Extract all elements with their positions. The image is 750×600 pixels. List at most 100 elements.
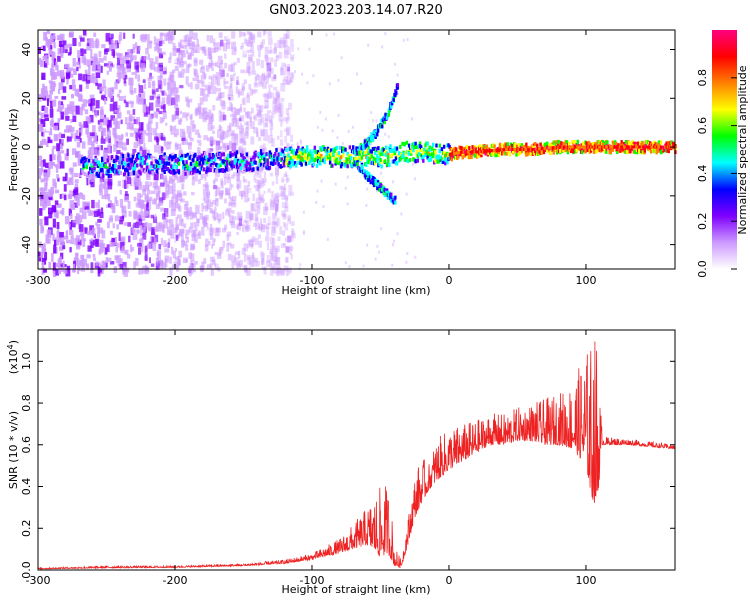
spectrogram-speckle [283,187,287,197]
spectrogram-speckle [253,114,258,121]
spectrogram-speckle [266,94,269,99]
spectrogram-speckle [414,255,417,259]
spectrogram-speckle [251,70,257,75]
spectrogram-speckle [238,215,243,219]
spectrogram-speckle [275,203,279,212]
spectrogram-speckle [225,189,231,196]
spectrogram-speckle [90,210,95,215]
spectrogram-speckle [162,92,168,96]
spectrogram-speckle [334,182,337,186]
spectrogram-speckle [212,105,216,111]
spectrogram-speckle [283,76,289,82]
spectrogram-speckle [121,210,127,218]
spectrogram-ridge-mark [423,147,426,152]
spectrogram-speckle [206,203,211,210]
spectrogram-speckle [260,60,264,69]
spectrogram-ridge-mark [315,163,319,168]
spectrogram-speckle [127,253,131,259]
spectrogram-speckle [246,121,250,130]
spectrogram-speckle [218,115,224,122]
spectrogram-speckle [281,195,287,200]
spectrogram-ridge-mark [262,155,265,160]
spectrogram-speckle [280,243,286,249]
spectrogram-speckle [38,254,41,262]
spectrogram-speckle [177,232,182,237]
snr-y-tick-label: 0.6 [20,436,33,454]
spectrogram-branch-mark [388,108,391,113]
spectrogram-ridge-mark [150,164,153,169]
spectrogram-speckle [287,235,292,243]
spectrogram-ridge-mark [185,160,188,165]
spectrogram-ridge-mark [268,165,272,170]
spectrogram-ridge-mark [99,162,103,167]
spectrogram-ridge-mark [507,150,510,155]
spectrogram-ridge-mark [370,154,374,159]
spectrogram-speckle [271,138,275,147]
spectrogram-ridge-core [532,147,535,151]
spectrogram-ridge-core [629,145,632,149]
spectrogram-speckle [179,64,184,68]
spectrogram-speckle [215,61,218,67]
spectrogram-ridge-core [610,145,613,149]
spectrogram-speckle [273,202,277,210]
spectrogram-ridge-mark [143,169,147,174]
spectrogram-speckle [228,215,234,224]
spectrogram-ridge-mark [122,172,126,177]
spectrogram-speckle [179,85,184,89]
spectrogram-speckle [76,258,80,267]
spectrogram-speckle [99,170,105,175]
spectrogram-speckle [185,96,189,102]
spectrogram-speckle [81,263,85,270]
spectrogram-ridge-mark [99,172,103,177]
spectrogram-branch-mark [383,116,386,121]
spectrogram-speckle [225,32,230,40]
spectrogram-ridge-mark [233,151,237,156]
spectrogram-speckle [171,30,176,35]
spectrogram-speckle [235,224,239,229]
spectrogram-ridge-mark [332,151,335,156]
spectrogram-speckle [272,101,277,106]
spectrogram-ridge-mark [586,148,589,153]
spectrogram-speckle [232,111,237,120]
spectrogram-speckle [153,172,159,181]
spectrogram-speckle [124,74,128,79]
spectrogram-speckle [57,236,62,242]
spectrogram-ridge-core [590,145,593,149]
spectrogram-speckle [146,40,152,49]
spectrogram-speckle [78,35,83,40]
spectrogram-ridge-core [654,145,657,149]
spectrogram-ridge-mark [292,152,296,157]
spectrogram-speckle [260,180,266,186]
spectrogram-speckle [79,224,84,233]
spectrogram-speckle [229,243,235,249]
spectrogram-speckle [140,98,145,105]
spectrogram-speckle [284,237,288,242]
spectrogram-speckle [205,184,210,191]
spectrogram-speckle [116,42,119,49]
spectrogram-ridge-mark [207,157,210,162]
spectrogram-speckle [174,175,178,181]
spectrogram-speckle [264,93,269,103]
spectrogram-branch-mark [378,185,381,190]
spectrogram-speckle [276,267,281,277]
spectrogram-speckle [269,202,275,211]
spectrogram-speckle [236,184,240,189]
spectrogram-speckle [87,230,92,236]
spectrogram-ridge-core [507,148,510,151]
spectrogram-speckle [279,139,284,146]
spectrogram-speckle [56,35,62,41]
spectrogram-speckle [190,120,195,126]
spectrogram-speckle [84,203,90,210]
spectrogram-speckle [101,44,106,49]
spectrogram-ridge-mark [425,149,428,154]
spectrogram-ridge-mark [103,156,106,161]
spectrogram-ridge-mark [442,151,446,156]
spectrogram-speckle [104,262,108,268]
spectrogram-ridge-core [588,145,591,149]
spectrogram-speckle [260,177,264,184]
spectrogram-speckle [199,87,204,97]
spectrogram-speckle [258,223,263,231]
spectrogram-ridge-mark [552,150,555,155]
snr-panel: -300 -200 -100 0 100 0.00.20.40.60.81.0 Heig… [6,329,676,596]
spectrogram-ridge-mark [277,152,280,157]
